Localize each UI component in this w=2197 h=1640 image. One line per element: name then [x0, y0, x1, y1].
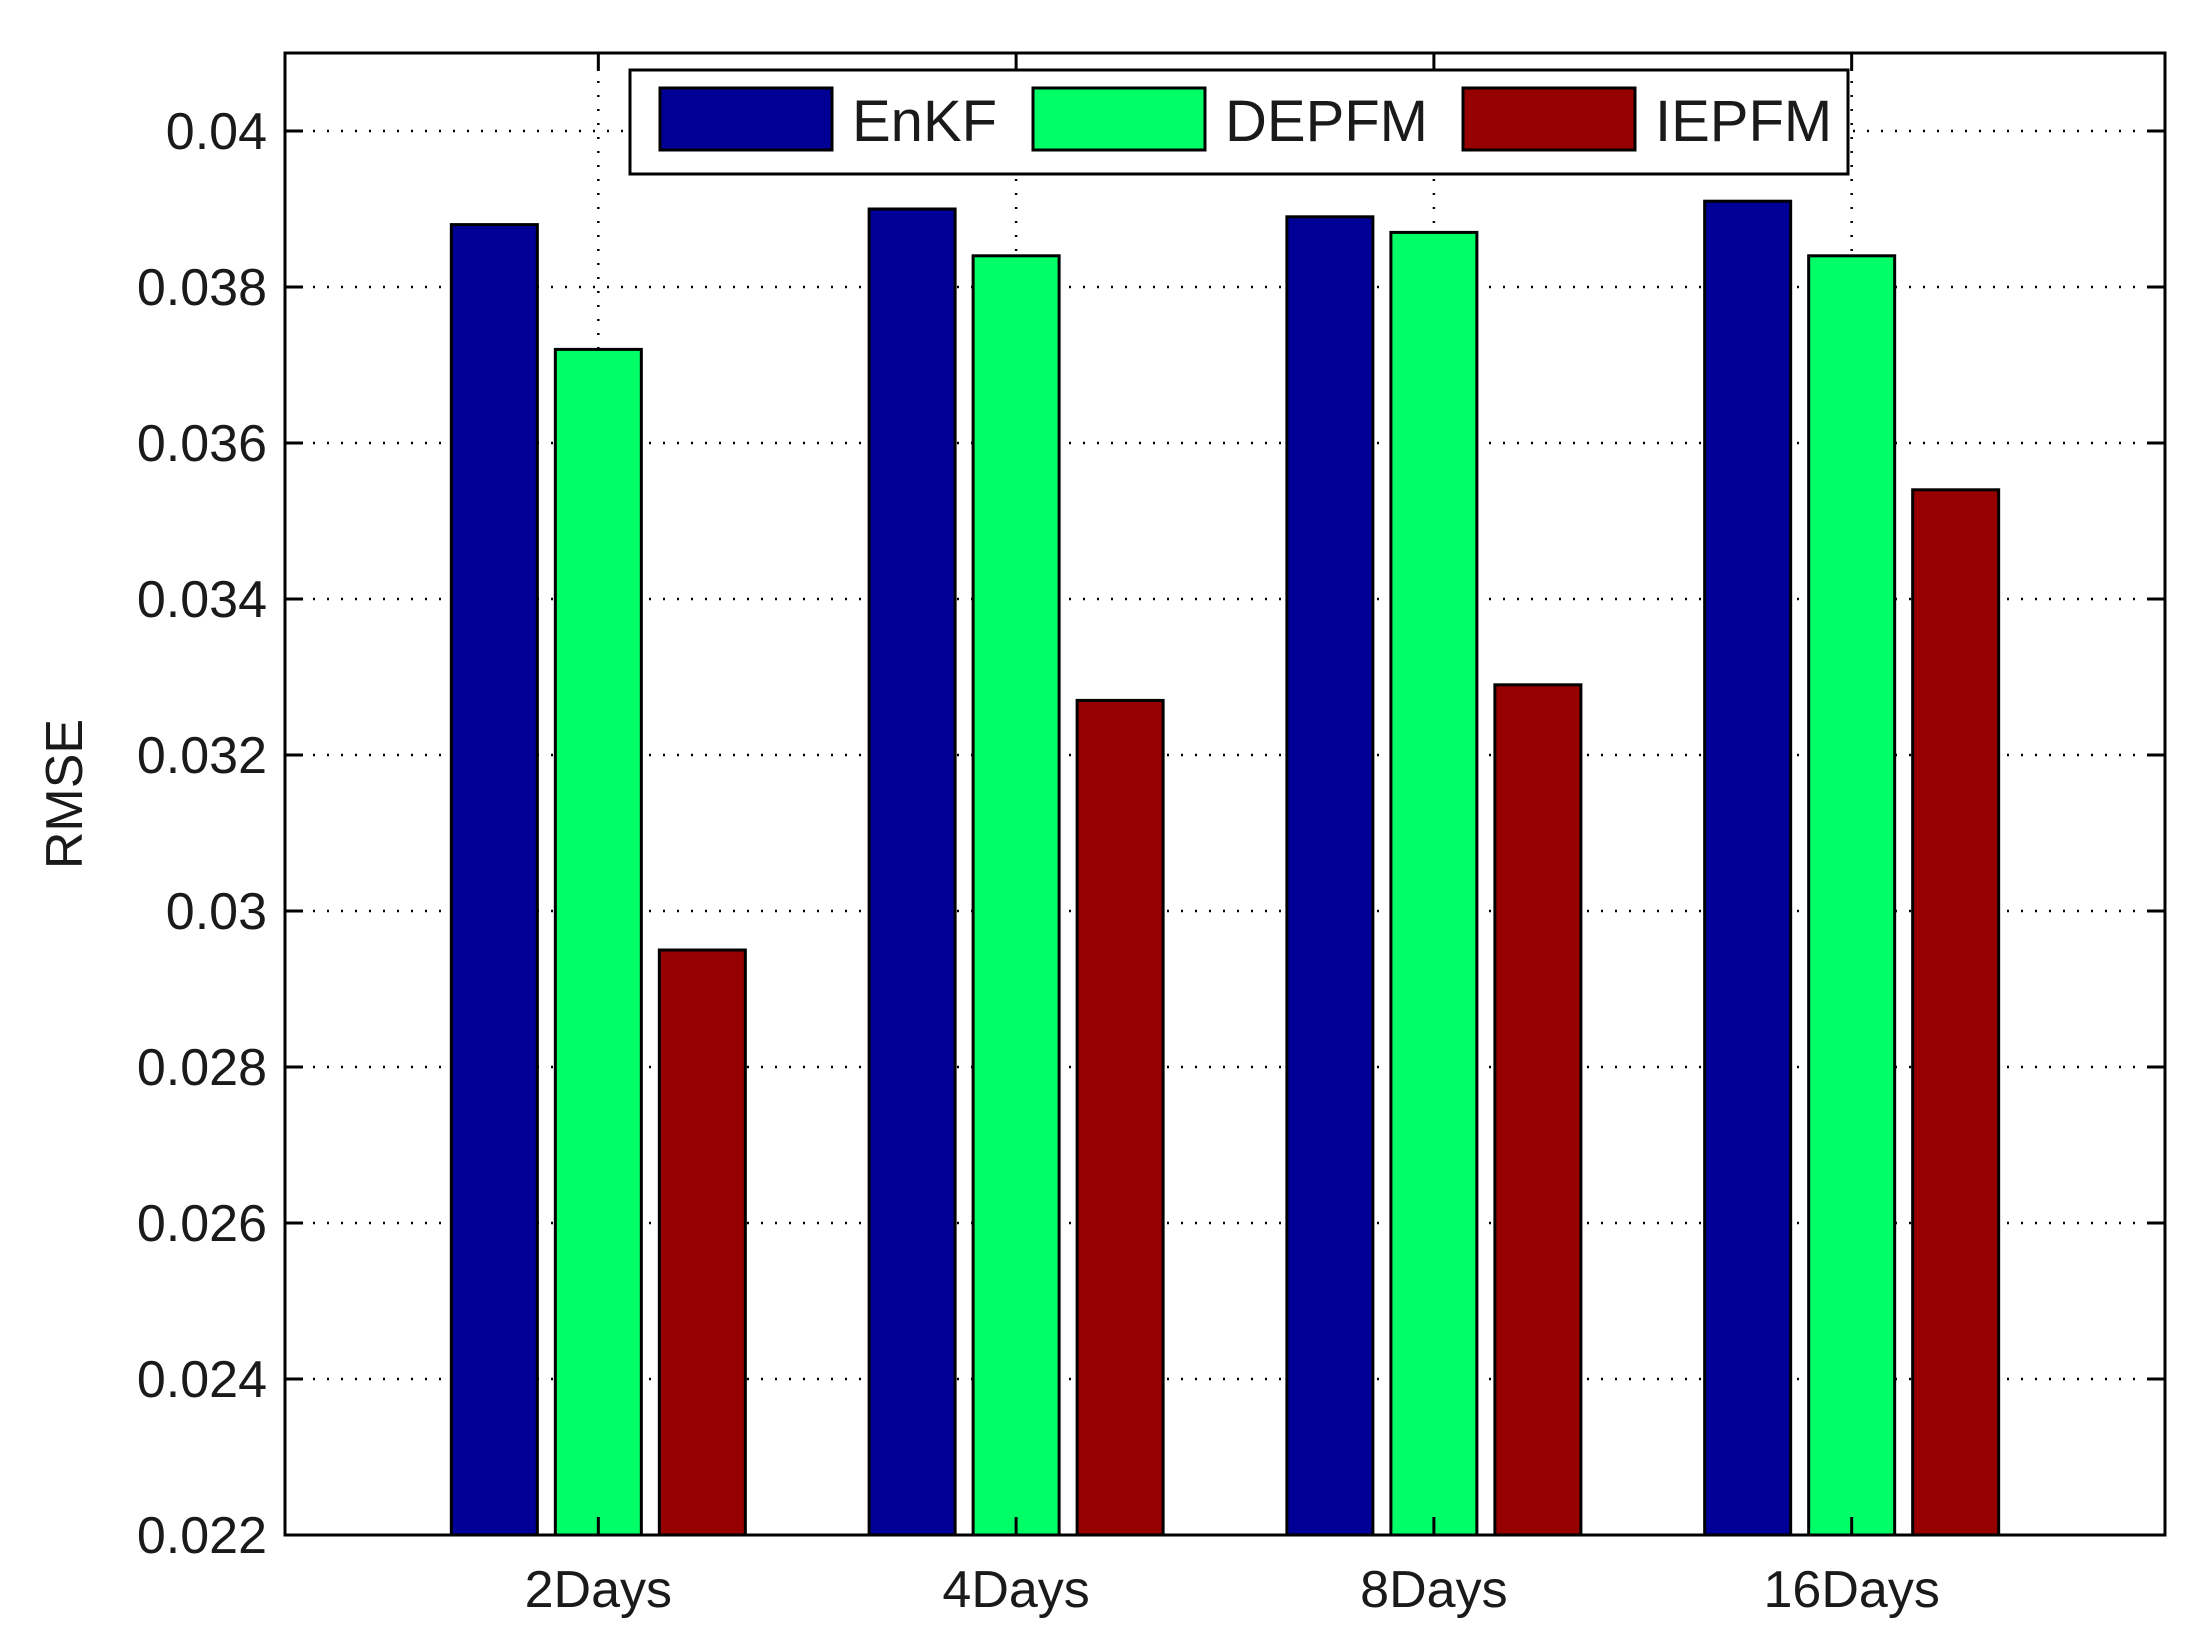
legend-swatch-depfm — [1031, 86, 1207, 152]
bar-depfm-8days — [1389, 230, 1479, 1537]
x-tick-label-0: 2Days — [525, 1561, 672, 1619]
y-tick-label-1: 0.024 — [137, 1351, 267, 1409]
legend-swatch-iepfm — [1461, 86, 1637, 152]
legend-label-iepfm: IEPFM — [1655, 89, 1832, 154]
legend-label-depfm: DEPFM — [1225, 89, 1428, 154]
legend-swatch-enkf — [658, 86, 834, 152]
x-tick-label-3: 16Days — [1764, 1561, 1940, 1619]
y-tick-label-5: 0.032 — [137, 727, 267, 785]
x-tick-label-1: 4Days — [942, 1561, 1089, 1619]
y-tick-label-4: 0.03 — [166, 883, 267, 941]
bar-enkf-4days — [867, 207, 957, 1537]
y-tick-label-6: 0.034 — [137, 571, 267, 629]
x-tick-label-2: 8Days — [1360, 1561, 1507, 1619]
bar-depfm-16days — [1807, 254, 1897, 1537]
axis-ticks: 0.022 0.024 0.026 0.028 0.03 0.032 0.034 0.036 0… — [137, 53, 2165, 1619]
legend: EnKF DEPFM IEPFM — [628, 68, 1850, 176]
bar-iepfm-16days — [1911, 488, 2001, 1537]
y-tick-label-9: 0.04 — [166, 103, 267, 161]
legend-label-enkf: EnKF — [852, 89, 997, 154]
bars-group — [449, 199, 2001, 1537]
bar-iepfm-4days — [1075, 698, 1165, 1537]
bar-iepfm-2days — [657, 948, 747, 1537]
bar-depfm-4days — [971, 254, 1061, 1537]
plot-frame — [283, 51, 2167, 1537]
y-tick-label-7: 0.036 — [137, 415, 267, 473]
bar-depfm-2days — [553, 347, 643, 1537]
y-tick-label-3: 0.028 — [137, 1039, 267, 1097]
bar-enkf-16days — [1703, 199, 1793, 1537]
bar-enkf-2days — [449, 223, 539, 1537]
bar-iepfm-8days — [1493, 683, 1583, 1537]
bar-enkf-8days — [1285, 215, 1375, 1537]
y-tick-label-0: 0.022 — [137, 1507, 267, 1565]
y-tick-label-2: 0.026 — [137, 1195, 267, 1253]
y-axis-label: RMSE — [36, 719, 94, 869]
y-tick-label-8: 0.038 — [137, 259, 267, 317]
